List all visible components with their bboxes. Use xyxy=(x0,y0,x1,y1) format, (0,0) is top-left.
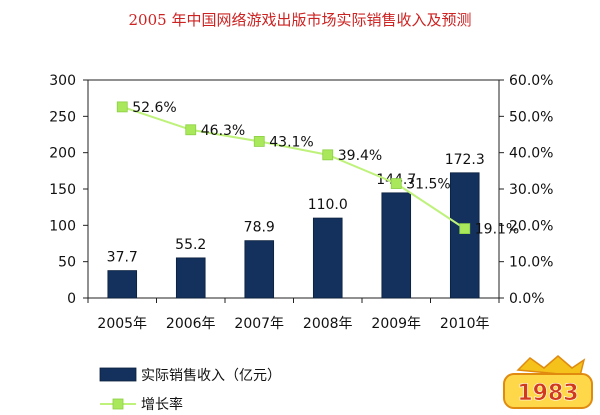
bar-series xyxy=(107,172,480,299)
legend-label-growth: 增长率 xyxy=(141,396,183,413)
x-axis: 2005年 2006年 2007年 2008年 2009年 2010年 xyxy=(87,298,500,332)
y-tick-label-right: 30.0% xyxy=(509,182,553,198)
site-logo-watermark: 1983 xyxy=(503,355,593,409)
y-tick-label-left: 50 xyxy=(58,255,76,271)
growth-point xyxy=(185,124,197,136)
y-tick-label-left: 300 xyxy=(49,73,76,89)
bar-value-label: 37.7 xyxy=(107,250,138,266)
x-tick-label: 2007年 xyxy=(234,316,284,332)
legend-swatch-bar xyxy=(99,367,137,382)
bar xyxy=(107,270,138,299)
y-tick-label-left: 250 xyxy=(49,109,76,125)
growth-point xyxy=(253,136,265,147)
chart-title: 2005 年中国网络游戏出版市场实际销售收入及预测 xyxy=(128,11,472,29)
y-tick-label-right: 50.0% xyxy=(509,109,553,125)
y-tick-label-right: 10.0% xyxy=(509,255,553,271)
bar-value-label: 110.0 xyxy=(308,197,348,213)
growth-data-labels: 52.6% 46.3% 43.1% 39.4% 31.5% 19.1% xyxy=(132,100,519,238)
x-tick-label: 2006年 xyxy=(166,316,216,332)
y-tick-label-left: 150 xyxy=(49,182,76,198)
growth-value-label: 19.1% xyxy=(475,222,519,238)
y-tick-label-right: 0.0% xyxy=(509,291,545,307)
y-axis-right: 0.0% 10.0% 20.0% 30.0% 40.0% 50.0% 60.0% xyxy=(499,73,553,307)
bar xyxy=(244,240,275,299)
growth-value-label: 46.3% xyxy=(201,123,245,139)
bar xyxy=(381,192,412,299)
growth-line xyxy=(121,105,466,230)
y-tick-label-left: 0 xyxy=(67,291,76,307)
growth-value-label: 52.6% xyxy=(132,100,176,116)
growth-point xyxy=(390,178,402,189)
legend-label-bar: 实际销售收入（亿元） xyxy=(141,368,281,384)
growth-point xyxy=(116,101,128,113)
y-tick-label-right: 40.0% xyxy=(509,146,553,162)
growth-value-label: 31.5% xyxy=(406,177,450,193)
y-tick-label-left: 200 xyxy=(49,146,76,162)
x-tick-label: 2005年 xyxy=(97,316,147,332)
x-tick-label: 2010年 xyxy=(440,316,490,332)
growth-point xyxy=(322,149,334,161)
growth-value-label: 39.4% xyxy=(338,148,382,164)
y-tick-label-right: 20.0% xyxy=(509,218,553,234)
growth-value-label: 43.1% xyxy=(269,134,313,150)
bar xyxy=(312,217,343,299)
x-tick-label: 2009年 xyxy=(371,316,421,332)
bar-value-label: 55.2 xyxy=(175,237,206,253)
x-tick-label: 2008年 xyxy=(303,316,353,332)
y-tick-label-left: 100 xyxy=(49,218,76,234)
y-tick-label-right: 60.0% xyxy=(509,73,553,89)
bar xyxy=(175,257,206,299)
legend: 实际销售收入（亿元） 增长率 xyxy=(99,367,281,413)
y-axis-left: 0 50 100 150 200 250 300 xyxy=(49,73,88,307)
legend-marker-growth xyxy=(112,398,124,410)
bar xyxy=(449,172,480,299)
bar-value-label: 172.3 xyxy=(445,152,485,168)
svg-text:1983: 1983 xyxy=(517,381,578,406)
growth-line-series xyxy=(116,101,471,235)
bar-value-label: 78.9 xyxy=(244,220,275,236)
growth-point xyxy=(459,223,471,235)
